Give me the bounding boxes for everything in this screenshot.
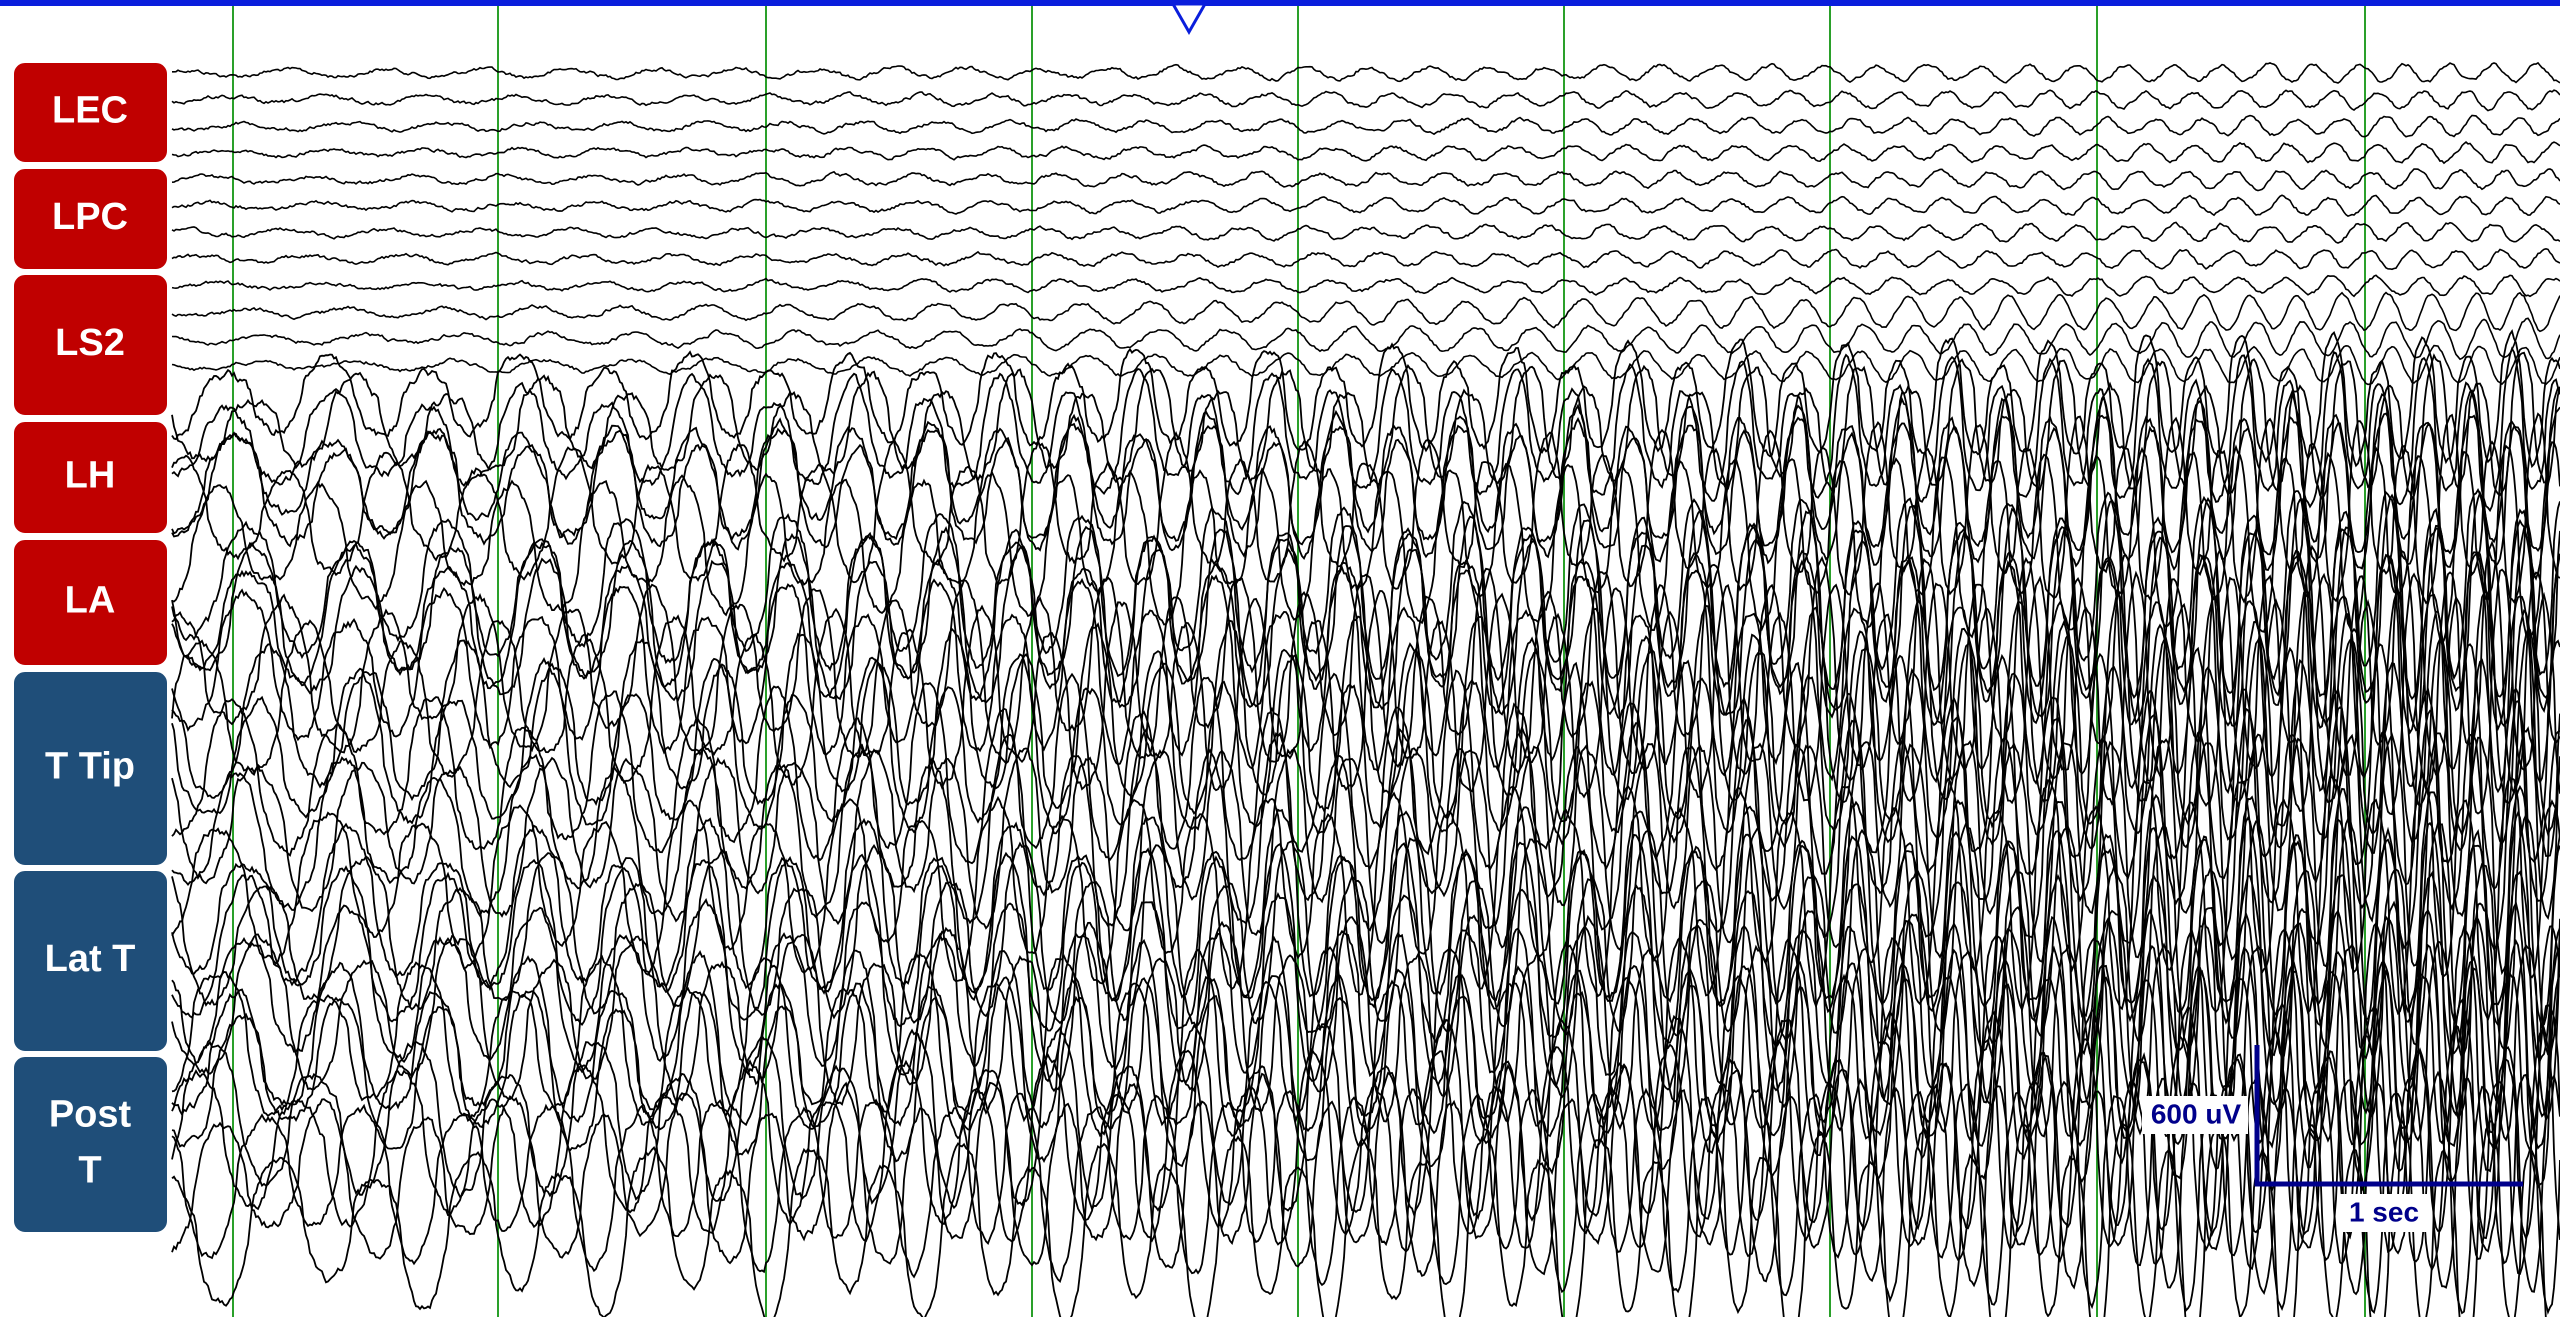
channel-label: Post: [49, 1094, 132, 1136]
channel-label: LEC: [52, 90, 128, 132]
eeg-trace: [172, 387, 2560, 565]
eeg-viewer: LEC LPC LS2 LH LA T Tip Lat T Post T 600 uV 1 se…: [0, 0, 2560, 1317]
eeg-trace: [172, 169, 2560, 191]
eeg-trace: [172, 275, 2560, 296]
eeg-trace: [172, 293, 2560, 332]
eeg-trace: [172, 116, 2560, 137]
eeg-trace: [172, 142, 2560, 163]
eeg-trace: [172, 222, 2560, 243]
top-bar: [0, 0, 2560, 6]
time-label: 1 sec: [2349, 1196, 2419, 1227]
channel-label: LPC: [52, 196, 128, 238]
eeg-trace: [172, 195, 2560, 216]
channel-label: Lat T: [45, 938, 136, 980]
amplitude-label: 600 uV: [2151, 1098, 2242, 1129]
channel-labels: LEC LPC LS2 LH LA T Tip Lat T Post T: [13, 62, 168, 1233]
eeg-trace: [172, 249, 2560, 270]
eeg-trace: [172, 346, 2560, 385]
eeg-trace: [172, 63, 2560, 83]
channel-label: LA: [65, 580, 116, 622]
marker[interactable]: [1173, 4, 1205, 32]
channel-label: LH: [65, 455, 116, 497]
channel-group: [13, 1056, 168, 1233]
channel-label: LS2: [55, 322, 125, 364]
channel-label: T Tip: [45, 746, 135, 788]
channel-label: T: [78, 1150, 101, 1192]
eeg-trace: [172, 90, 2560, 111]
